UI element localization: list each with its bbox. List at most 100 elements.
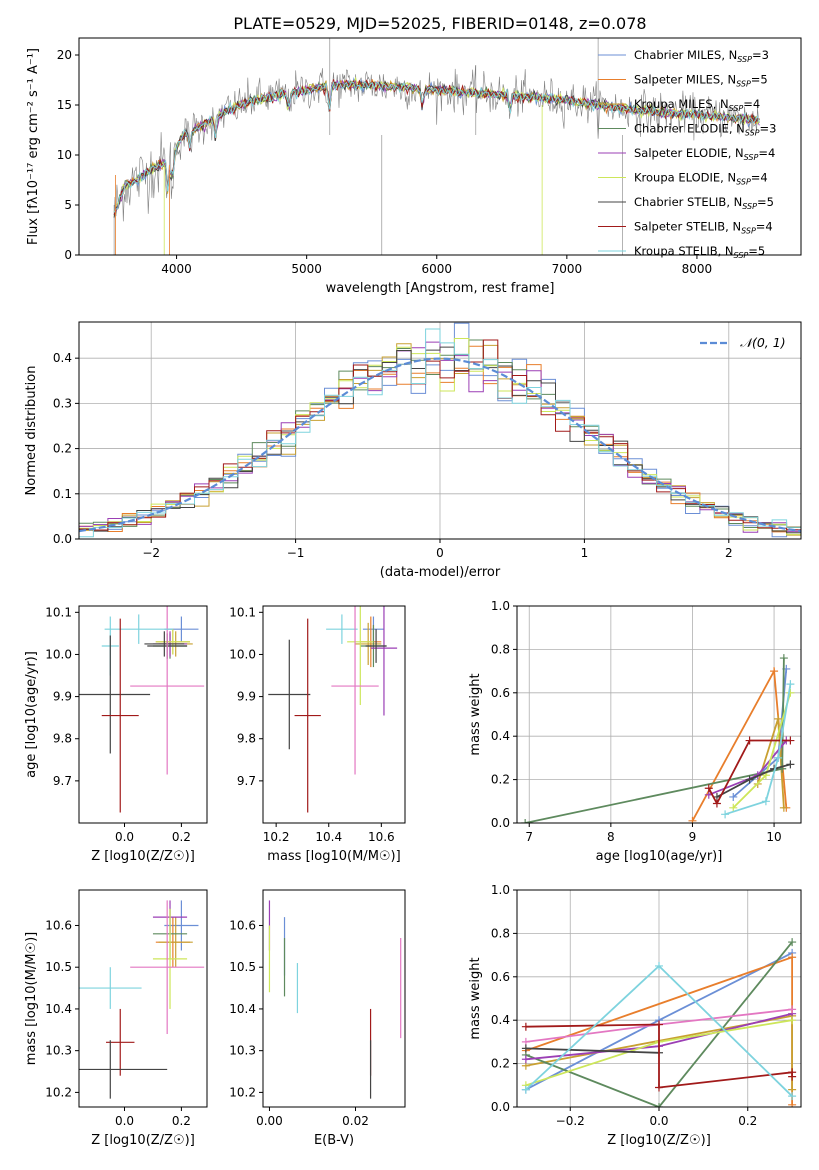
axes-mass-weight-vs-age bbox=[517, 605, 801, 824]
weight-marker bbox=[655, 1103, 663, 1107]
weight-line-9 bbox=[724, 683, 792, 816]
data-point bbox=[347, 606, 374, 706]
y-tick-label: 9.7 bbox=[53, 774, 72, 788]
y-tick-label: 0.2 bbox=[491, 1057, 510, 1071]
y-tick-label: 1.0 bbox=[491, 883, 510, 897]
data-point bbox=[101, 618, 139, 813]
legend-label: Chabrier STELIB, NSSP=5 bbox=[634, 195, 774, 211]
data-point bbox=[79, 635, 151, 754]
x-tick-label: 0.0 bbox=[649, 1114, 668, 1128]
weight-marker bbox=[774, 714, 783, 723]
data-point bbox=[152, 908, 188, 1009]
legend-label: Salpeter MILES, NSSP=5 bbox=[634, 73, 768, 89]
legend-label: Kroupa ELODIE, NSSP=4 bbox=[634, 171, 768, 187]
weight-marker bbox=[761, 797, 770, 806]
y-tick-label: 10 bbox=[57, 148, 72, 162]
data-point bbox=[370, 606, 398, 716]
y-tick-label: 10.2 bbox=[229, 1085, 256, 1099]
y-axis-label: mass weight bbox=[468, 957, 483, 1039]
y-tick-label: 10.3 bbox=[45, 1044, 72, 1058]
x-tick-label: 8 bbox=[607, 830, 615, 844]
y-tick-label: 0.8 bbox=[491, 926, 510, 940]
y-tick-label: 9.9 bbox=[237, 690, 256, 704]
axes-frame bbox=[262, 889, 406, 1108]
y-tick-label: 10.3 bbox=[229, 1044, 256, 1058]
y-tick-label: 0.8 bbox=[491, 642, 510, 656]
x-axis-label: Z [log10(Z/Z☉)] bbox=[91, 849, 195, 864]
x-tick-label: −1 bbox=[287, 546, 305, 560]
plot-area-mass-vs-Z bbox=[79, 900, 205, 1099]
x-axis-label: mass [log10(M/M☉)] bbox=[267, 849, 400, 864]
y-tick-label: 0.0 bbox=[53, 532, 72, 546]
y-tick-label: 0.4 bbox=[53, 351, 72, 365]
data-point bbox=[158, 917, 193, 968]
data-point bbox=[79, 1040, 168, 1099]
weight-marker bbox=[788, 1016, 797, 1025]
weight-marker bbox=[521, 819, 530, 823]
figure-title: PLATE=0529, MJD=52025, FIBERID=0148, z=0… bbox=[233, 14, 646, 33]
weight-marker bbox=[770, 667, 779, 676]
y-axis-label: age [log10(age/yr)] bbox=[24, 651, 39, 778]
plot-area-spectrum bbox=[113, 38, 760, 255]
x-tick-label: 0.0 bbox=[115, 830, 134, 844]
y-tick-label: 10.0 bbox=[45, 647, 72, 661]
x-tick-label: 0 bbox=[436, 546, 444, 560]
x-tick-label: 8000 bbox=[682, 262, 713, 276]
data-point bbox=[79, 967, 142, 1009]
x-tick-label: 4000 bbox=[161, 262, 192, 276]
y-tick-label: 10.1 bbox=[229, 605, 256, 619]
ticks-age-vs-mass: 10.2 10.4 10.6 9.7 9.8 9.9 10.0 10.1 bbox=[229, 605, 394, 844]
weight-line-4 bbox=[525, 941, 793, 1107]
x-tick-label: 10.4 bbox=[315, 830, 342, 844]
y-tick-label: 9.8 bbox=[53, 732, 72, 746]
axes-frame bbox=[78, 605, 208, 824]
y-tick-label: 10.4 bbox=[45, 1002, 72, 1016]
data-point bbox=[331, 606, 379, 775]
x-tick-label: 6000 bbox=[421, 262, 452, 276]
weight-marker bbox=[788, 953, 797, 962]
weight-marker bbox=[786, 760, 795, 769]
weight-marker bbox=[521, 1044, 530, 1053]
legend-label: Salpeter STELIB, NSSP=4 bbox=[634, 220, 773, 236]
weight-marker bbox=[745, 775, 754, 784]
y-tick-label: 10.5 bbox=[229, 960, 256, 974]
weight-marker bbox=[655, 1083, 663, 1092]
legend-label: Salpeter ELODIE, NSSP=4 bbox=[634, 146, 775, 162]
weight-marker bbox=[729, 792, 738, 801]
gaussian-curve bbox=[79, 357, 801, 533]
y-tick-label: 0.2 bbox=[53, 442, 72, 456]
spectrum-data-line bbox=[113, 38, 760, 255]
x-tick-label: 10.6 bbox=[368, 830, 395, 844]
weight-line-8 bbox=[708, 739, 791, 806]
x-tick-label: 9 bbox=[689, 830, 697, 844]
plot-area-mass-vs-EBV bbox=[268, 900, 402, 1099]
y-tick-label: 10.6 bbox=[45, 918, 72, 932]
weight-marker bbox=[521, 1022, 530, 1031]
weight-marker bbox=[745, 736, 754, 745]
y-axis-label: Normed distribution bbox=[24, 366, 39, 496]
weight-marker bbox=[704, 784, 713, 793]
y-tick-label: 10.6 bbox=[229, 918, 256, 932]
x-axis-label: wavelength [Angstrom, rest frame] bbox=[326, 281, 555, 296]
y-tick-label: 0.6 bbox=[491, 686, 510, 700]
weight-marker bbox=[788, 1092, 797, 1101]
data-point bbox=[326, 614, 358, 644]
data-point bbox=[355, 622, 382, 665]
weight-marker bbox=[655, 961, 663, 970]
x-tick-label: 0.02 bbox=[342, 1114, 369, 1128]
ticks-spectrum: 4000 5000 6000 7000 8000 0 5 10 15 20 bbox=[57, 48, 712, 276]
weight-marker bbox=[786, 736, 795, 745]
x-axis-label: Z [log10(Z/Z☉)] bbox=[91, 1133, 195, 1148]
model-line-8 bbox=[113, 79, 760, 215]
y-tick-label: 20 bbox=[57, 48, 72, 62]
plot-area-age-vs-Z bbox=[79, 606, 205, 813]
y-tick-label: 0.3 bbox=[53, 396, 72, 410]
weight-marker bbox=[788, 1100, 797, 1107]
x-tick-label: 0.2 bbox=[172, 830, 191, 844]
x-tick-label: 0.00 bbox=[256, 1114, 283, 1128]
x-tick-label: 10.2 bbox=[263, 830, 290, 844]
y-axis-label: mass [log10(M/M☉)] bbox=[24, 932, 39, 1065]
weight-marker bbox=[779, 654, 788, 663]
weight-marker bbox=[786, 680, 795, 689]
